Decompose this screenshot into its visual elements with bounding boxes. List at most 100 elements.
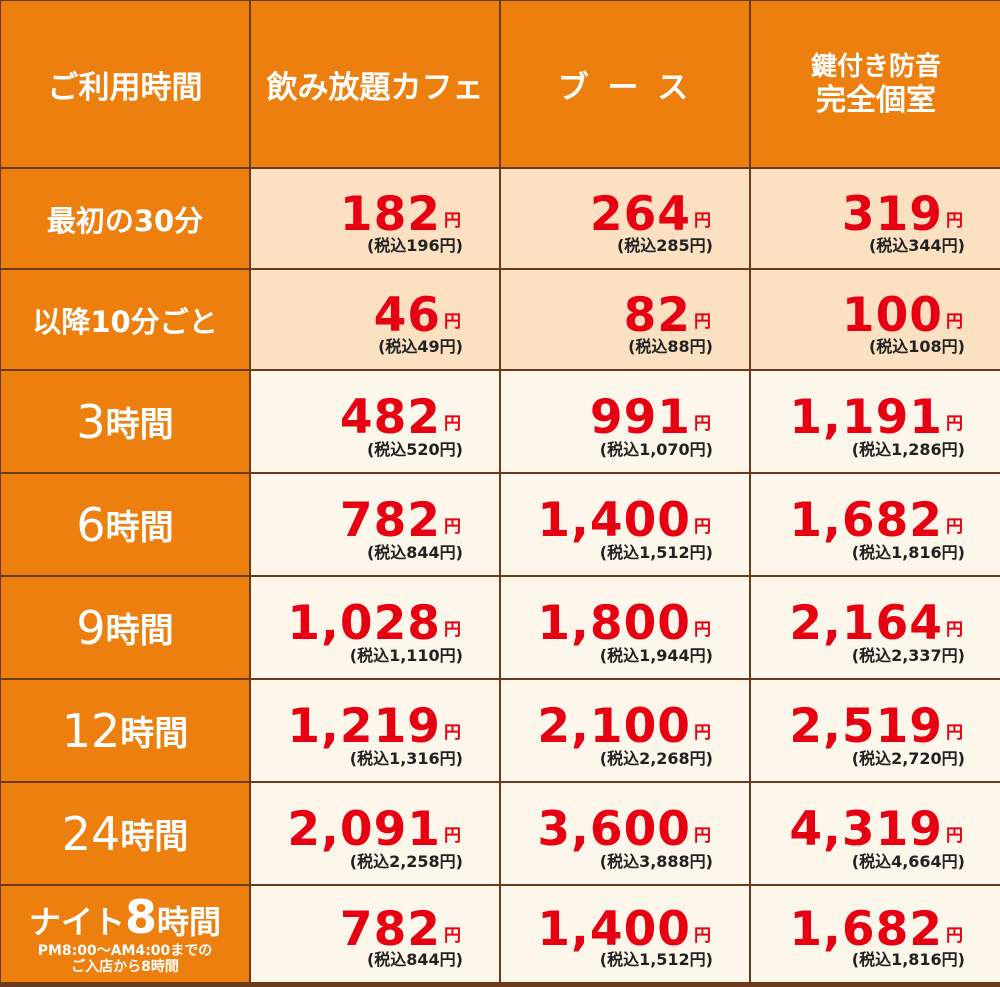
price-amount: 2,164 xyxy=(789,595,943,651)
price-amount: 1,800 xyxy=(537,595,691,651)
row-label-text: 最初の30分 xyxy=(46,203,204,238)
price-tax-included: (税込196円) xyxy=(366,236,463,255)
row-label-text: 以降10分ごと xyxy=(32,304,218,339)
night-label-num: 8 xyxy=(124,889,157,944)
price-unit: 円 xyxy=(946,619,963,640)
header-room: 鍵付き防音 完全個室 xyxy=(751,1,1000,167)
price-amount: 46 xyxy=(373,287,441,343)
price-amount: 1,028 xyxy=(287,595,441,651)
hours-label-suffix: 時間 xyxy=(105,405,174,445)
price-amount: 319 xyxy=(841,186,943,242)
price-cell-room: 2,164 円 (税込2,337円) xyxy=(751,577,1000,678)
price-unit: 円 xyxy=(946,311,963,332)
price-cell-cafe: 1,219 円 (税込1,316円) xyxy=(251,680,499,781)
price-unit: 円 xyxy=(444,516,461,537)
header-booth: ブ ー ス xyxy=(501,1,749,167)
price-unit: 円 xyxy=(444,722,461,743)
hours-label-suffix: 時間 xyxy=(105,611,174,651)
price-cell-booth: 991 円 (税込1,070円) xyxy=(501,371,749,472)
price-amount: 1,400 xyxy=(537,902,691,958)
price-cell-room: 2,519 円 (税込2,720円) xyxy=(751,680,1000,781)
row-label: 12 時間 xyxy=(1,680,249,781)
price-unit: 円 xyxy=(694,926,711,947)
price-unit: 円 xyxy=(946,722,963,743)
price-tax-included: (税込3,888円) xyxy=(599,852,713,871)
price-amount: 100 xyxy=(841,287,943,343)
price-cell-room: 100 円 (税込108円) xyxy=(751,270,1000,369)
price-amount: 782 xyxy=(339,902,441,958)
price-tax-included: (税込844円) xyxy=(366,950,463,969)
night-note-sub2: ご入店から8時間 xyxy=(71,958,179,975)
price-cell-cafe: 1,028 円 (税込1,110円) xyxy=(251,577,499,678)
price-cell-cafe: 782 円 (税込844円) xyxy=(251,886,499,982)
price-tax-included: (税込1,512円) xyxy=(599,950,713,969)
header-time-label: ご利用時間 xyxy=(47,69,203,106)
price-amount: 264 xyxy=(589,186,691,242)
price-cell-booth: 264 円 (税込285円) xyxy=(501,169,749,268)
price-tax-included: (税込88円) xyxy=(628,337,713,356)
header-room-line2: 完全個室 xyxy=(815,83,936,118)
price-tax-included: (税込1,816円) xyxy=(851,543,965,562)
hours-label-num: 3 xyxy=(76,394,106,449)
price-tax-included: (税込1,316円) xyxy=(349,749,463,768)
price-amount: 1,682 xyxy=(789,492,943,548)
row-label: 3 時間 xyxy=(1,371,249,472)
price-cell-cafe: 482 円 (税込520円) xyxy=(251,371,499,472)
hours-label-num: 9 xyxy=(76,600,106,655)
price-unit: 円 xyxy=(946,210,963,231)
price-amount: 482 xyxy=(339,389,441,445)
price-tax-included: (税込2,720円) xyxy=(851,749,965,768)
price-cell-booth: 1,400 円 (税込1,512円) xyxy=(501,886,749,982)
price-unit: 円 xyxy=(946,413,963,434)
price-tax-included: (税込285円) xyxy=(616,236,713,255)
price-tax-included: (税込344円) xyxy=(868,236,965,255)
price-unit: 円 xyxy=(694,516,711,537)
header-room-line1: 鍵付き防音 xyxy=(810,52,941,82)
header-cafe: 飲み放題カフェ xyxy=(251,1,499,167)
price-tax-included: (税込1,816円) xyxy=(851,950,965,969)
night-note: PM8:00～AM4:00までの ご入店から8時間 xyxy=(38,943,213,975)
price-unit: 円 xyxy=(946,926,963,947)
price-tax-included: (税込1,286円) xyxy=(851,440,965,459)
price-amount: 2,091 xyxy=(287,801,441,857)
price-cell-booth: 3,600 円 (税込3,888円) xyxy=(501,783,749,884)
price-tax-included: (税込844円) xyxy=(366,543,463,562)
price-amount: 82 xyxy=(623,287,691,343)
header-booth-label: ブ ー ス xyxy=(557,69,693,106)
price-amount: 182 xyxy=(339,186,441,242)
price-tax-included: (税込4,664円) xyxy=(851,852,965,871)
price-amount: 1,191 xyxy=(789,389,943,445)
price-amount: 991 xyxy=(589,389,691,445)
price-tax-included: (税込2,258円) xyxy=(349,852,463,871)
price-tax-included: (税込1,512円) xyxy=(599,543,713,562)
price-amount: 1,682 xyxy=(789,902,943,958)
price-tax-included: (税込1,944円) xyxy=(599,646,713,665)
price-amount: 782 xyxy=(339,492,441,548)
hours-label-suffix: 時間 xyxy=(120,714,189,754)
price-unit: 円 xyxy=(444,311,461,332)
row-label: 24 時間 xyxy=(1,783,249,884)
price-cell-booth: 2,100 円 (税込2,268円) xyxy=(501,680,749,781)
price-tax-included: (税込2,337円) xyxy=(851,646,965,665)
price-unit: 円 xyxy=(444,825,461,846)
price-cell-cafe: 46 円 (税込49円) xyxy=(251,270,499,369)
price-unit: 円 xyxy=(444,619,461,640)
price-cell-room: 1,682 円 (税込1,816円) xyxy=(751,474,1000,575)
price-unit: 円 xyxy=(444,413,461,434)
row-label: 最初の30分 xyxy=(1,169,249,268)
price-tax-included: (税込108円) xyxy=(868,337,965,356)
price-cell-room: 1,191 円 (税込1,286円) xyxy=(751,371,1000,472)
price-cell-booth: 82 円 (税込88円) xyxy=(501,270,749,369)
price-unit: 円 xyxy=(694,722,711,743)
row-label: 9 時間 xyxy=(1,577,249,678)
price-cell-cafe: 782 円 (税込844円) xyxy=(251,474,499,575)
price-amount: 3,600 xyxy=(537,801,691,857)
price-cell-cafe: 182 円 (税込196円) xyxy=(251,169,499,268)
row-label: ナイト8時間 PM8:00～AM4:00までの ご入店から8時間 xyxy=(1,886,249,982)
hours-label-num: 24 xyxy=(61,806,121,861)
price-unit: 円 xyxy=(694,311,711,332)
price-tax-included: (税込1,070円) xyxy=(599,440,713,459)
price-amount: 2,519 xyxy=(789,698,943,754)
price-tax-included: (税込2,268円) xyxy=(599,749,713,768)
